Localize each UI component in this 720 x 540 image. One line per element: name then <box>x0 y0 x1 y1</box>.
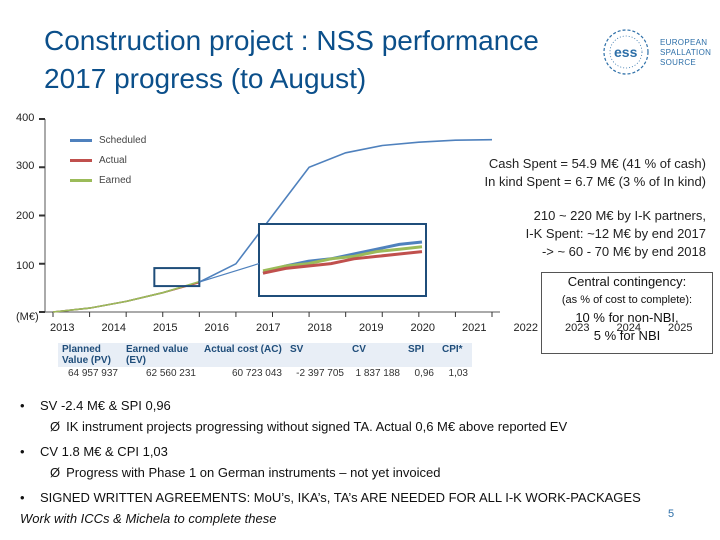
legend-label-scheduled: Scheduled <box>99 134 147 146</box>
header-pv: Planned Value (PV) <box>62 344 111 366</box>
value-ev: 62 560 231 <box>145 368 196 379</box>
contingency-nbi: 5 % for NBI <box>593 328 661 343</box>
x-tick-label: 2015 <box>153 322 178 334</box>
series-line-earned <box>52 280 200 313</box>
inkind-spent-line: In kind Spent = 6.7 M€ (3 % of In kind) <box>484 174 706 189</box>
italic-note-text: Work with ICCs & Michela to complete the… <box>20 511 277 526</box>
page-number: 5 <box>668 508 675 520</box>
bullet-item: • CV 1.8 M€ & CPI 1,03 <box>20 441 710 462</box>
contingency-box: Central contingency: (as % of cost to co… <box>541 272 713 354</box>
y-tick-300: 300 <box>16 160 35 172</box>
bullet-dot: • <box>20 490 25 505</box>
bullet-dot: • <box>20 398 25 413</box>
arrow-icon: Ø <box>50 465 61 480</box>
value-sv: -2 397 705 <box>296 368 344 379</box>
logo-mark: ess <box>614 44 638 60</box>
cash-spent-line: Cash Spent = 54.9 M€ (41 % of cash) <box>488 156 706 171</box>
x-tick-label: 2016 <box>204 322 229 334</box>
bullet-text: SIGNED WRITTEN AGREEMENTS: MoU’s, IKA’s,… <box>40 490 641 505</box>
bullet-dot: • <box>20 444 25 459</box>
logo-text: EUROPEAN SPALLATION SOURCE <box>660 38 711 68</box>
bullet-text: SV -2.4 M€ & SPI 0,96 <box>40 398 171 413</box>
value-cv: 1 837 188 <box>355 368 401 379</box>
y-tick-400: 400 <box>16 112 35 124</box>
sub-bullet-text: IK instrument projects progressing witho… <box>66 419 568 434</box>
cash-spent-note: Cash Spent = 54.9 M€ (41 % of cash) In k… <box>440 155 706 191</box>
earned-value-table: Planned Value (PV) Earned value (EV) Act… <box>58 343 472 380</box>
x-axis-years: 2013 2014 2015 2016 2017 2018 2019 2020 … <box>50 322 720 334</box>
chart-legend: Scheduled Actual Earned <box>70 130 146 190</box>
value-spi: 0,96 <box>414 368 434 379</box>
legend-swatch-earned <box>70 178 92 182</box>
value-ac: 60 723 043 <box>231 368 282 379</box>
bullet-text: CV 1.8 M€ & CPI 1,03 <box>40 444 168 459</box>
y-tick-200: 200 <box>16 210 35 222</box>
logo-text-line2: SPALLATION <box>660 48 712 57</box>
y-axis-unit: (M€) <box>16 311 39 323</box>
ik-2018-line: -> ~ 60 - 70 M€ by end 2018 <box>541 244 706 259</box>
x-tick-label: 2025 <box>668 322 693 334</box>
x-tick-label: 2020 <box>410 322 435 334</box>
logo-text-line3: SOURCE <box>660 58 697 67</box>
bullet-list: • SV -2.4 M€ & SPI 0,96 Ø IK instrument p… <box>20 395 710 529</box>
sub-bullet-item: Ø IK instrument projects progressing with… <box>20 416 710 437</box>
x-tick-label: 2023 <box>565 322 590 334</box>
value-cpi: 1,03 <box>448 368 468 379</box>
x-tick-label: 2019 <box>359 322 384 334</box>
table-row: 64 957 937 62 560 231 60 723 043 -2 397 … <box>58 367 472 380</box>
logo-text-line1: EUROPEAN <box>660 38 708 47</box>
header-ev: Earned value (EV) <box>126 344 189 366</box>
x-tick-label: 2017 <box>256 322 281 334</box>
x-tick-label: 2022 <box>513 322 538 334</box>
contingency-title: Central contingency: <box>567 274 687 289</box>
header-cv: CV <box>352 344 366 355</box>
inkind-partners-note: 210 ~ 220 M€ by I-K partners, I-K Spent:… <box>470 207 706 261</box>
contingency-non-nbi: 10 % for non-NBI, <box>575 310 679 325</box>
bullet-item: • SV -2.4 M€ & SPI 0,96 <box>20 395 710 416</box>
legend-label-earned: Earned <box>99 174 132 186</box>
header-cpi: CPI* <box>442 344 463 355</box>
current-progress-box <box>153 267 201 288</box>
slide-title-line1: Construction project : NSS performance <box>44 25 539 56</box>
x-tick-label: 2013 <box>50 322 75 334</box>
ess-logo: ess <box>603 29 649 75</box>
x-tick-label: 2021 <box>462 322 487 334</box>
x-tick-label: 2018 <box>307 322 332 334</box>
slide-title: Construction project : NSS performance 2… <box>44 22 539 98</box>
contingency-subtitle: (as % of cost to complete): <box>561 294 693 306</box>
zoom-connector-line <box>199 263 260 283</box>
legend-label-actual: Actual <box>99 154 127 166</box>
inset-series-line-actual <box>262 250 423 275</box>
legend-item-earned: Earned <box>70 170 146 190</box>
sub-bullet-text: Progress with Phase 1 on German instrume… <box>66 465 441 480</box>
ik-partners-line: 210 ~ 220 M€ by I-K partners, <box>533 208 706 223</box>
x-tick-label: 2024 <box>616 322 641 334</box>
legend-swatch-actual <box>70 158 92 162</box>
legend-item-actual: Actual <box>70 150 146 170</box>
value-pv: 64 957 937 <box>67 368 118 379</box>
x-tick-label: 2014 <box>101 322 126 334</box>
ik-spent-line: I-K Spent: ~12 M€ by end 2017 <box>525 226 706 241</box>
header-sv: SV <box>290 344 304 355</box>
progress-chart <box>39 118 500 317</box>
table-header-row: Planned Value (PV) Earned value (EV) Act… <box>58 343 472 367</box>
legend-swatch-scheduled <box>70 138 92 142</box>
header-ac: Actual cost (AC) <box>204 344 282 355</box>
slide-title-line2: 2017 progress (to August) <box>44 63 367 94</box>
italic-note: Work with ICCs & Michela to complete the… <box>20 508 710 529</box>
header-spi: SPI <box>408 344 425 355</box>
bullet-item: • SIGNED WRITTEN AGREEMENTS: MoU’s, IKA’… <box>20 487 710 508</box>
inset-series-line-earned <box>262 245 423 273</box>
arrow-icon: Ø <box>50 419 61 434</box>
y-tick-100: 100 <box>16 260 35 272</box>
sub-bullet-item: Ø Progress with Phase 1 on German instrum… <box>20 462 710 483</box>
legend-item-scheduled: Scheduled <box>70 130 146 150</box>
